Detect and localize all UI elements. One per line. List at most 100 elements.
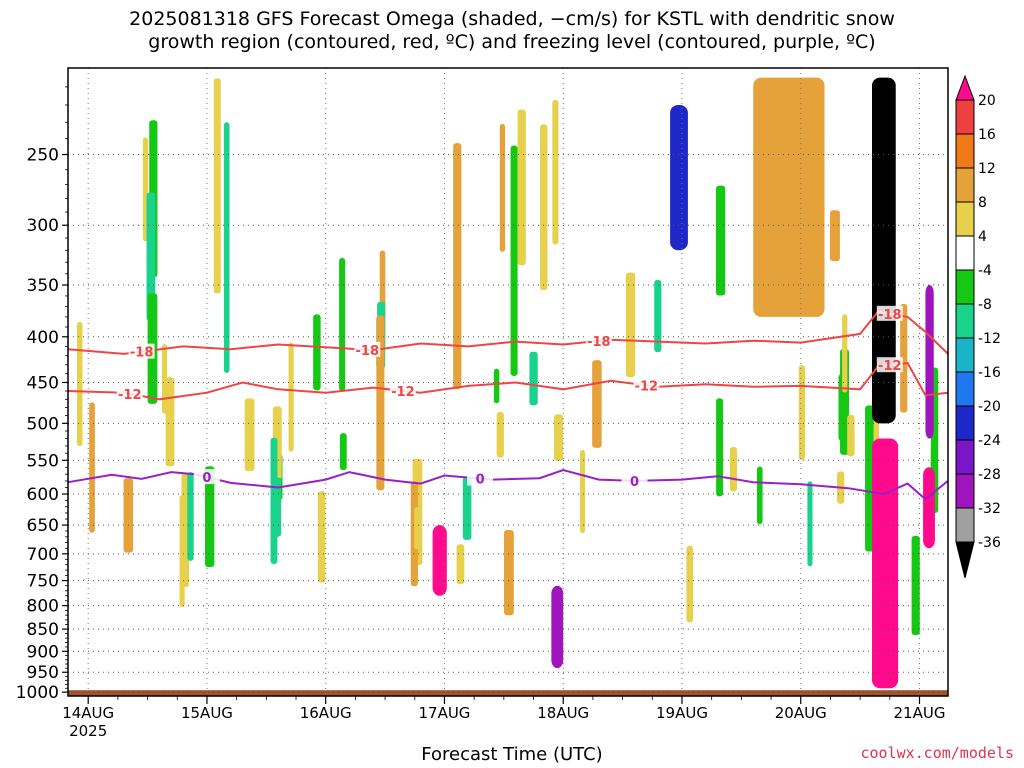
omega-streak (592, 360, 602, 448)
freezing-contour-label: 0 (476, 473, 485, 488)
colorbar-swatch (955, 337, 975, 373)
omega-streak (339, 433, 347, 471)
omega-streak (716, 398, 724, 497)
omega-region (923, 467, 935, 549)
omega-streak (456, 544, 465, 585)
contour-label-bg (354, 341, 381, 357)
omega-region (753, 77, 825, 317)
y-tick-label: 700 (27, 545, 59, 565)
contour-label-bg (193, 469, 220, 485)
dgz-contour-label: -12 (391, 385, 415, 400)
colorbar-swatch (955, 439, 975, 475)
omega-streak (161, 343, 168, 414)
colorbar-label: -16 (978, 365, 1001, 381)
colorbar-bottom-arrow (955, 541, 975, 579)
omega-region (871, 77, 896, 424)
omega-streak (499, 123, 506, 252)
y-tick-label: 300 (27, 216, 59, 236)
colorbar-swatch (955, 269, 975, 305)
y-tick-label: 250 (27, 146, 59, 166)
omega-streak (270, 437, 278, 565)
omega-streak (213, 78, 221, 294)
colorbar-swatch (955, 167, 975, 203)
omega-streak (376, 315, 385, 491)
omega-streak (829, 210, 840, 262)
colorbar-label: 12 (978, 161, 996, 177)
omega-streak (654, 279, 662, 353)
omega-streak (625, 272, 636, 377)
omega-streak (414, 506, 422, 550)
omega-streak (317, 491, 326, 583)
site-credit[interactable]: coolwx.com/models (860, 744, 1014, 762)
y-tick-label: 600 (27, 485, 59, 505)
colorbar-swatch (955, 405, 975, 441)
colorbar-label: -36 (978, 535, 1001, 551)
dgz-contour-label: -18 (878, 308, 902, 323)
colorbar-swatch (955, 201, 975, 237)
y-tick-label: 850 (27, 620, 59, 640)
dgz-contour-label: -12 (878, 359, 902, 374)
omega-streak (223, 122, 230, 373)
omega-streak (462, 477, 472, 540)
omega-streak (496, 411, 504, 458)
contour-label-bg (389, 382, 416, 398)
contour-label-bg (585, 332, 612, 348)
omega-streak (339, 257, 346, 392)
x-tick-label: 14AUG (62, 704, 114, 722)
colorbar-label: 16 (978, 127, 996, 143)
dgz-contour-label: -18 (130, 346, 154, 361)
omega-region (670, 104, 688, 251)
colorbar-label: -12 (978, 331, 1001, 347)
contour-label-bg (116, 385, 143, 401)
colorbar-top-arrow (955, 74, 975, 101)
omega-streak (756, 466, 763, 525)
omega-streak (77, 321, 83, 447)
chart-title: 2025081318 GFS Forecast Omega (shaded, −… (0, 8, 1024, 54)
colorbar-swatch (955, 507, 975, 543)
omega-streak (288, 342, 294, 452)
chart-title-line2: growth region (contoured, red, ºC) and f… (148, 31, 876, 53)
omega-streak (181, 473, 190, 587)
x-tick-label: 17AUG (418, 704, 470, 722)
y-tick-label: 750 (27, 572, 59, 592)
colorbar-label: 8 (978, 195, 987, 211)
y-tick-label: 650 (27, 516, 59, 536)
y-tick-label: 900 (27, 642, 59, 662)
x-tick-label: 18AUG (537, 704, 589, 722)
contour-label-bg (876, 305, 903, 321)
y-tick-label: 950 (27, 663, 59, 683)
y-tick-label: 550 (27, 451, 59, 471)
colorbar-label: 20 (978, 93, 996, 109)
y-tick-label: 800 (27, 597, 59, 617)
omega-streak (807, 481, 813, 567)
omega-streak (729, 446, 738, 492)
omega-streak (529, 351, 538, 406)
colorbar-swatch (955, 99, 975, 135)
dgz-contour-label: -12 (118, 388, 142, 403)
y-tick-label: 350 (27, 276, 59, 296)
dgz-contour-label: -12 (635, 379, 659, 394)
colorbar-label: -4 (978, 263, 992, 279)
omega-region (432, 525, 447, 596)
contour-label-bg (876, 357, 903, 373)
chart-title-line1: 2025081318 GFS Forecast Omega (shaded, −… (129, 8, 895, 30)
omega-streak (552, 99, 559, 245)
omega-streak (123, 478, 134, 553)
colorbar-swatch (955, 473, 975, 509)
x-tick-label: 21AUG (894, 704, 946, 722)
omega-region (925, 285, 934, 439)
x-axis-label: Forecast Time (UTC) (421, 744, 603, 765)
x-tick-label: 16AUG (300, 704, 352, 722)
omega-streak (842, 314, 848, 393)
omega-streak (205, 466, 215, 567)
y-tick-label: 450 (27, 373, 59, 393)
colorbar-label: -20 (978, 399, 1001, 415)
colorbar-label: -24 (978, 433, 1001, 449)
colorbar-swatch (955, 133, 975, 169)
colorbar-label: -28 (978, 467, 1001, 483)
omega-streak (900, 303, 908, 413)
y-tick-label: 500 (27, 414, 59, 434)
omega-streak (517, 109, 526, 266)
dgz-contour-line (67, 361, 949, 401)
